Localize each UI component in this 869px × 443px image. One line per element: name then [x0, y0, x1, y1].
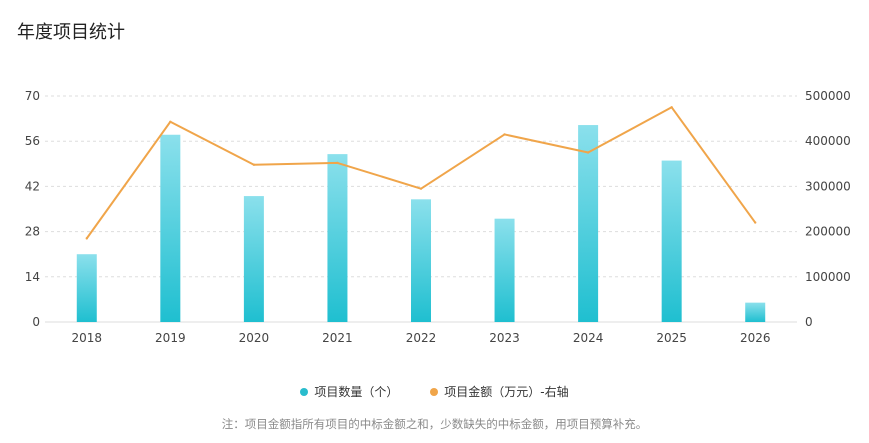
bar — [76, 254, 97, 322]
x-tick-label: 2019 — [155, 331, 186, 345]
left-tick-label: 14 — [25, 270, 40, 284]
x-axis-ticks: 2018 2019 2020 2021 2022 2023 2024 2025 2026 — [72, 331, 771, 345]
bar — [243, 196, 264, 322]
right-tick-label: 0 — [805, 315, 813, 329]
line-series — [85, 106, 757, 240]
x-tick-label: 2025 — [656, 331, 687, 345]
legend-label: 项目金额（万元）-右轴 — [444, 385, 569, 399]
legend-dot-icon — [430, 387, 439, 396]
right-tick-label: 200000 — [805, 225, 851, 239]
left-tick-label: 42 — [25, 179, 40, 193]
chart-area: 0 14 28 42 56 70 0 100000 200000 300000 400000 500… — [25, 89, 851, 345]
bar — [745, 302, 766, 322]
bar — [578, 125, 599, 322]
right-tick-label: 300000 — [805, 179, 851, 193]
page-title: 年度项目统计 — [17, 22, 125, 43]
line-point — [419, 187, 423, 190]
footnote: 注：项目金额指所有项目的中标金额之和，少数缺失的中标金额，用项目预算补充。 — [221, 417, 648, 431]
line-point — [336, 161, 339, 165]
left-tick-label: 70 — [25, 89, 40, 103]
line-point — [252, 163, 256, 166]
right-axis-ticks: 0 100000 200000 300000 400000 500000 — [805, 89, 851, 329]
line-point — [503, 133, 506, 136]
legend-label: 项目数量（个） — [314, 385, 399, 399]
bar — [494, 218, 515, 322]
legend-item-count[interactable]: 项目数量（个） — [300, 383, 398, 400]
bar-series — [76, 125, 766, 322]
left-tick-label: 0 — [32, 315, 40, 329]
x-tick-label: 2023 — [489, 331, 520, 345]
right-tick-label: 500000 — [805, 89, 851, 103]
legend-item-amount[interactable]: 项目金额（万元）-右轴 — [430, 383, 569, 400]
line-point — [169, 120, 172, 123]
bar — [327, 154, 348, 322]
left-axis-ticks: 0 14 28 42 56 70 — [25, 89, 40, 329]
legend: 项目数量（个） 项目金额（万元）-右轴 — [0, 383, 869, 400]
line-point — [754, 221, 757, 224]
line-point — [85, 237, 88, 240]
bar — [160, 134, 181, 322]
x-tick-label: 2022 — [406, 331, 437, 345]
line-point — [670, 106, 673, 109]
x-tick-label: 2024 — [573, 331, 604, 345]
x-tick-label: 2018 — [72, 331, 103, 345]
line-point — [586, 151, 590, 154]
bar — [411, 199, 431, 322]
legend-dot-icon — [300, 387, 309, 396]
x-tick-label: 2021 — [322, 331, 353, 345]
left-tick-label: 56 — [25, 134, 40, 148]
right-tick-label: 100000 — [805, 270, 851, 284]
left-tick-label: 28 — [25, 225, 40, 239]
x-tick-label: 2026 — [740, 331, 771, 345]
x-tick-label: 2020 — [239, 331, 270, 345]
right-tick-label: 400000 — [805, 134, 851, 148]
bar — [661, 160, 682, 322]
